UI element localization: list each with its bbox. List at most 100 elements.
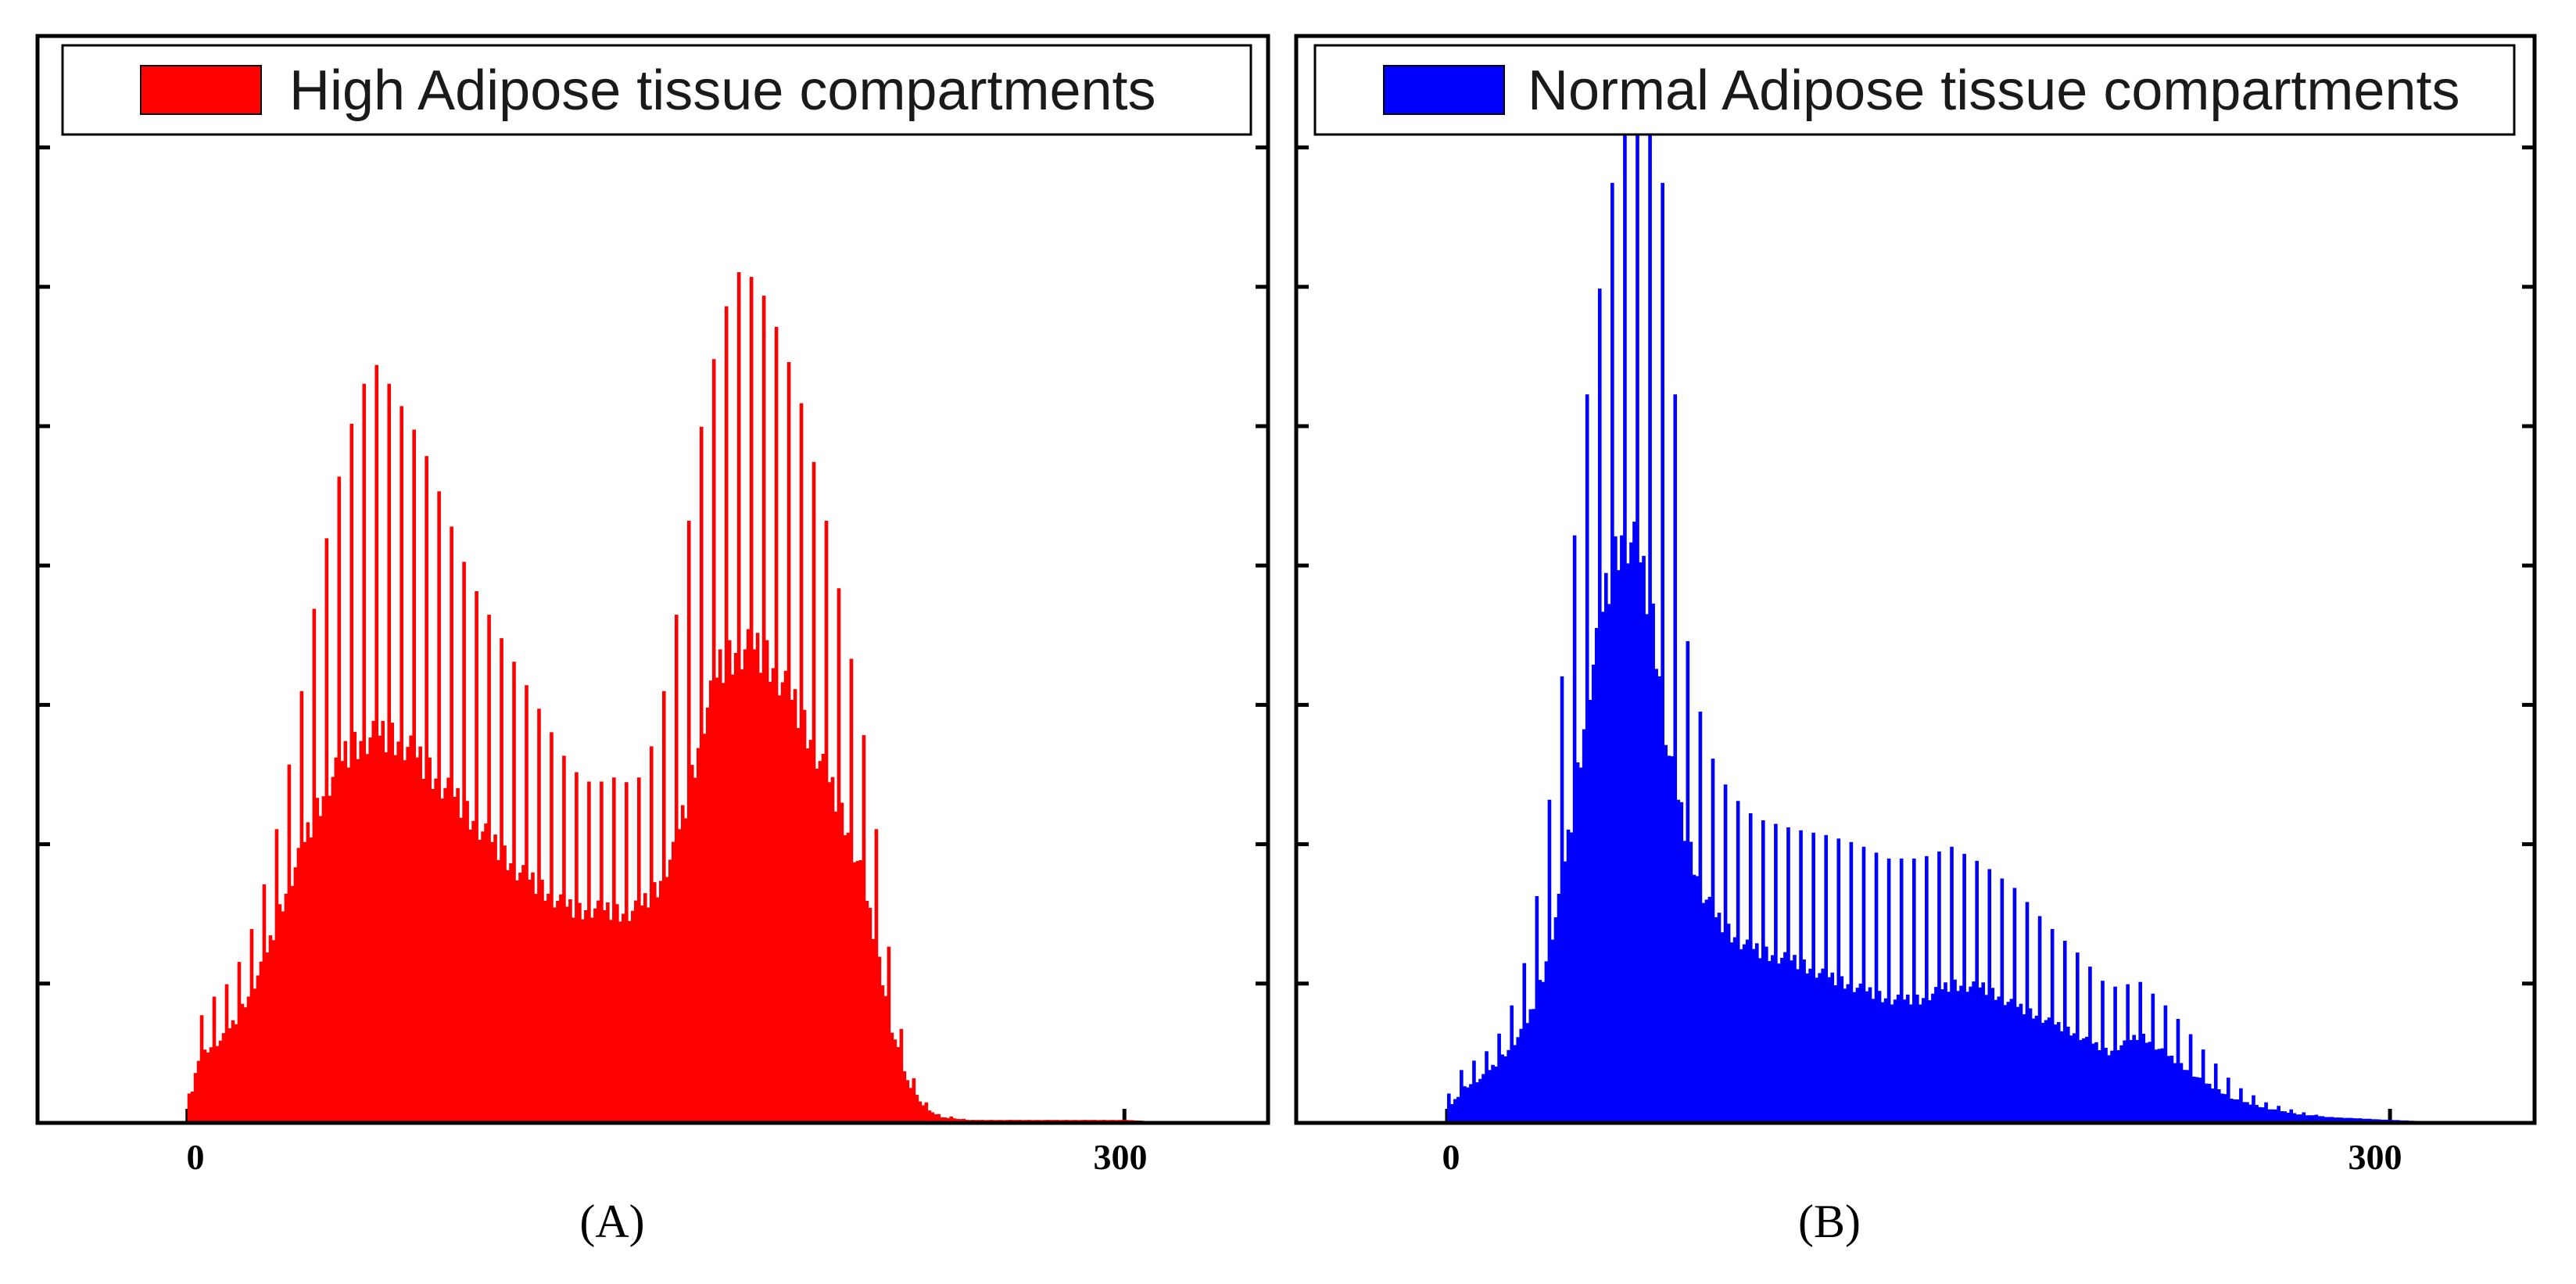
panel-a-bar-207 <box>833 811 838 1123</box>
panel-a-bar-38 <box>306 822 310 1123</box>
panel-a-bar-137 <box>615 904 619 1123</box>
panel-b-bar-21 <box>1513 1045 1517 1123</box>
panel-a-bar-36 <box>299 690 304 1123</box>
panel-a-bar-180 <box>749 277 754 1123</box>
panel-a-bar-240 <box>937 1114 941 1123</box>
panel-b-bar-112 <box>1799 830 1803 1123</box>
panel-b-bar-179 <box>2009 999 2014 1123</box>
panel-b-bar-130 <box>1855 988 1860 1123</box>
panel-a-bar-169 <box>715 677 719 1123</box>
panel-b-bar-94 <box>1742 944 1747 1123</box>
panel-b-legend: Normal Adipose tissue compartments <box>1313 44 2516 136</box>
panel-a-bar-94 <box>481 831 485 1123</box>
panel-b-bar-100 <box>1761 820 1765 1123</box>
panel-b-bar-272 <box>2302 1112 2306 1123</box>
panel-b-bar-95 <box>1745 939 1750 1123</box>
panel-a-bar-171 <box>721 683 726 1123</box>
panel-a-bar-220 <box>874 829 879 1123</box>
panel-a-bar-4 <box>199 1015 204 1123</box>
panel-b-bar-32 <box>1547 799 1552 1123</box>
panel-a-bar-108 <box>525 685 528 1123</box>
panel-a-bar-70 <box>406 747 410 1123</box>
panel-a-bar-120 <box>562 755 566 1123</box>
panel-b-bar-15 <box>1494 1066 1498 1123</box>
panel-b-bar-138 <box>1880 1002 1885 1123</box>
panel-a-bar-151 <box>658 881 663 1123</box>
panel-b-bar-149 <box>1915 994 1919 1123</box>
panel-b-bar-127 <box>1846 984 1850 1123</box>
panel-b-bar-255 <box>2248 1104 2252 1123</box>
panel-a-bar-17 <box>240 1003 245 1123</box>
panel-b-bar-237 <box>2191 1076 2196 1123</box>
panel-a-bar-170 <box>718 649 722 1123</box>
panel-a-bar-47 <box>334 757 339 1123</box>
panel-a-bar-187 <box>771 668 776 1123</box>
panel-a-bar-33 <box>290 886 295 1123</box>
panel-a-bar-163 <box>696 748 700 1123</box>
panel-a-bar-110 <box>531 872 535 1123</box>
panel-a-bar-221 <box>877 956 882 1123</box>
panel-a-bar-41 <box>315 798 320 1123</box>
panel-a-bar-150 <box>655 897 660 1123</box>
panel-a-bar-218 <box>868 907 872 1123</box>
panel-a-bar-40 <box>312 608 317 1123</box>
panel-b-bar-7 <box>1469 1084 1473 1123</box>
panel-a-bar-162 <box>693 777 697 1123</box>
panel-b-bar-170 <box>1981 982 1986 1123</box>
panel-a-bar-75 <box>421 779 425 1123</box>
panel-b-bar-37 <box>1563 861 1567 1123</box>
panel-b-bar-136 <box>1874 852 1879 1123</box>
panel-a-bar-202 <box>818 761 822 1123</box>
panel-b-bar-116 <box>1811 832 1815 1123</box>
panel-b-bar-180 <box>2012 888 2017 1123</box>
panel-b-bar-164 <box>1962 853 1966 1123</box>
panel-a-bar-223 <box>883 995 888 1123</box>
panel-a-bar-96 <box>487 615 491 1123</box>
panel-a-bar-179 <box>746 629 751 1123</box>
panel-b-bar-155 <box>1934 987 1938 1123</box>
panel-b-bar-236 <box>2188 1034 2193 1123</box>
panel-a-bar-103 <box>509 863 513 1123</box>
panel-b-bar-224 <box>2151 993 2155 1123</box>
panel-a-bar-131 <box>597 900 600 1123</box>
panel-b-bar-102 <box>1768 960 1772 1123</box>
panel-b-bar-106 <box>1780 957 1784 1123</box>
panel-b-bar-220 <box>2138 981 2143 1123</box>
panel-a-bar-205 <box>827 782 832 1123</box>
panel-a-bar-58 <box>368 737 373 1123</box>
panel-b-bar-214 <box>2119 1045 2123 1123</box>
panel-a-bar-53 <box>353 731 357 1123</box>
panel-b-bar-36 <box>1560 676 1564 1123</box>
panel-b-bar-282 <box>2333 1117 2338 1123</box>
panel-a-bar-185 <box>765 640 769 1123</box>
panel-b-bar-20 <box>1510 1005 1514 1123</box>
panel-a-bar-102 <box>506 870 510 1123</box>
panel-b-bar-280 <box>2327 1117 2331 1123</box>
panel-a-bar-204 <box>824 520 829 1123</box>
panel-b-bar-113 <box>1802 959 1806 1123</box>
panel-b-legend-label: Normal Adipose tissue compartments <box>1528 59 2460 122</box>
panel-b-bar-143 <box>1896 994 1901 1123</box>
panel-b-bar-117 <box>1815 977 1818 1123</box>
panel-a-bar-147 <box>647 907 650 1123</box>
panel-a-bar-28 <box>274 829 279 1123</box>
panel-a-bar-156 <box>674 615 679 1123</box>
panel-a-bar-42 <box>318 816 323 1123</box>
panel-a-bar-88 <box>462 561 466 1123</box>
panel-a-bar-63 <box>384 752 389 1123</box>
panel-b-bar-111 <box>1796 969 1800 1123</box>
panel-b-bar-191 <box>2047 1017 2051 1123</box>
panel-a-bar-243 <box>946 1117 951 1123</box>
panel-b-bar-44 <box>1585 394 1589 1123</box>
panel-a-bar-48 <box>337 476 342 1123</box>
panel-a: High Adipose tissue compartments 0 300 (… <box>35 34 1270 1247</box>
panel-a-bar-134 <box>606 902 610 1123</box>
panel-b-bar-251 <box>2236 1099 2240 1123</box>
panel-b-bar-244 <box>2213 1063 2218 1123</box>
panel-b-bar-264 <box>2277 1106 2280 1123</box>
panel-a-bar-113 <box>540 880 544 1123</box>
panel-b-bar-263 <box>2273 1109 2277 1123</box>
panel-b-bar-283 <box>2336 1117 2341 1123</box>
panel-a-bar-116 <box>550 732 554 1123</box>
panel-b-bar-271 <box>2298 1114 2303 1123</box>
